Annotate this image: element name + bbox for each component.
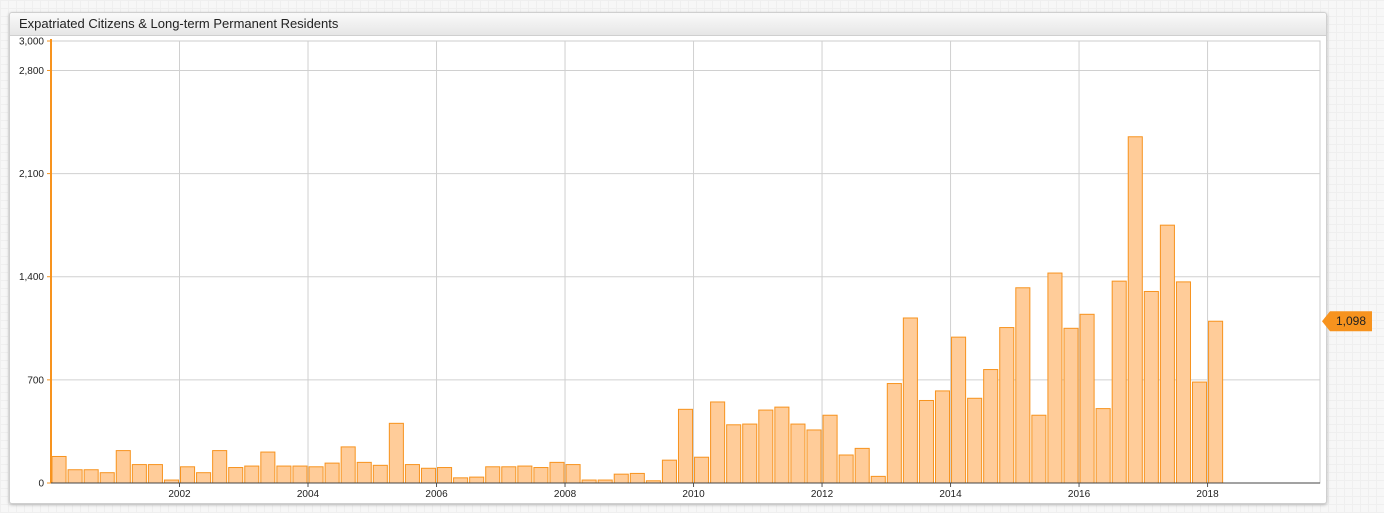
grid-layer [50,40,1321,484]
bar[interactable] [260,451,276,484]
bar[interactable] [1047,272,1063,484]
y-tick-label: 700 [27,375,44,386]
bar[interactable] [934,390,951,484]
last-value-label: 1,098 [1336,314,1366,328]
y-tick-label: 2,100 [19,169,44,180]
bar[interactable] [404,464,420,484]
bar[interactable] [388,422,404,484]
bar[interactable] [533,467,549,484]
x-tick-label: 2012 [811,489,834,500]
bar[interactable] [1015,287,1031,484]
bar[interactable] [629,472,645,484]
bar[interactable] [1191,381,1208,484]
bar[interactable] [340,446,356,484]
bar[interactable] [1063,327,1079,484]
bar[interactable] [212,450,228,484]
bar[interactable] [967,397,983,484]
bar[interactable] [228,467,244,484]
bar[interactable] [742,423,758,484]
bar[interactable] [180,466,196,484]
bar-layer [51,136,1224,484]
axis-layer: 0 700 1,400 2,100 2,800 3,000 2002 2004 2006 2008… [19,37,1320,500]
bar[interactable] [196,472,212,484]
bar[interactable] [131,464,147,484]
bar[interactable] [694,456,710,484]
last-value-callout: 1,098 [1322,311,1372,332]
y-tick-label: 2,800 [19,66,44,77]
bar[interactable] [613,473,629,484]
bar[interactable] [549,461,565,484]
bar[interactable] [372,464,388,484]
y-tick-label: 1,400 [19,272,44,283]
x-tick-label: 2018 [1196,489,1219,500]
bar[interactable] [822,414,838,484]
bar[interactable] [1159,224,1175,484]
x-tick-label: 2002 [168,489,191,500]
bar[interactable] [1079,313,1095,484]
bar[interactable] [517,465,533,484]
chart-title: Expatriated Citizens & Long-term Permane… [10,13,1326,36]
bar[interactable] [726,424,742,484]
bar[interactable] [308,466,324,484]
bar[interactable] [501,466,517,484]
bar[interactable] [420,467,437,484]
bar[interactable] [292,465,308,484]
bar[interactable] [1031,414,1047,484]
bar[interactable] [485,466,501,484]
x-tick-label: 2006 [425,489,448,500]
bar[interactable] [147,464,163,484]
bar[interactable] [1143,290,1159,484]
bar[interactable] [115,450,131,484]
bar[interactable] [51,455,67,484]
bar[interactable] [983,369,999,484]
bar[interactable] [838,454,854,484]
bar[interactable] [83,469,99,484]
bar[interactable] [710,401,726,484]
bar[interactable] [565,464,581,484]
bar[interactable] [886,383,902,484]
bar[interactable] [774,406,790,484]
bar[interactable] [67,469,83,484]
chart-panel: Expatriated Citizens & Long-term Permane… [9,12,1327,504]
x-tick-label: 2010 [682,489,705,500]
bar[interactable] [437,467,453,484]
bar[interactable] [1127,136,1143,484]
bar[interactable] [244,465,260,484]
bar[interactable] [1175,281,1191,484]
y-tick-label: 3,000 [19,37,44,48]
bar[interactable] [806,429,822,484]
bar[interactable] [469,476,485,484]
bar[interactable] [790,423,806,484]
y-tick-label: 0 [38,479,44,490]
x-tick-label: 2014 [939,489,962,500]
x-tick-label: 2008 [554,489,577,500]
bar[interactable] [902,317,918,484]
bar[interactable] [99,472,115,484]
bar[interactable] [918,399,934,484]
x-tick-label: 2004 [297,489,320,500]
bar[interactable] [1095,408,1111,484]
last-value-marker [1322,311,1372,332]
bar[interactable] [661,459,677,484]
bar[interactable] [453,477,469,484]
bar[interactable] [356,461,372,484]
x-tick-label: 2016 [1068,489,1091,500]
bar[interactable] [1208,320,1224,484]
bar[interactable] [1111,280,1127,484]
bar[interactable] [758,409,774,484]
bar[interactable] [324,462,340,484]
bar[interactable] [951,336,967,484]
bar[interactable] [870,475,886,484]
bar[interactable] [999,327,1015,484]
bar[interactable] [854,447,870,484]
bar[interactable] [677,408,694,484]
bar[interactable] [276,465,292,484]
